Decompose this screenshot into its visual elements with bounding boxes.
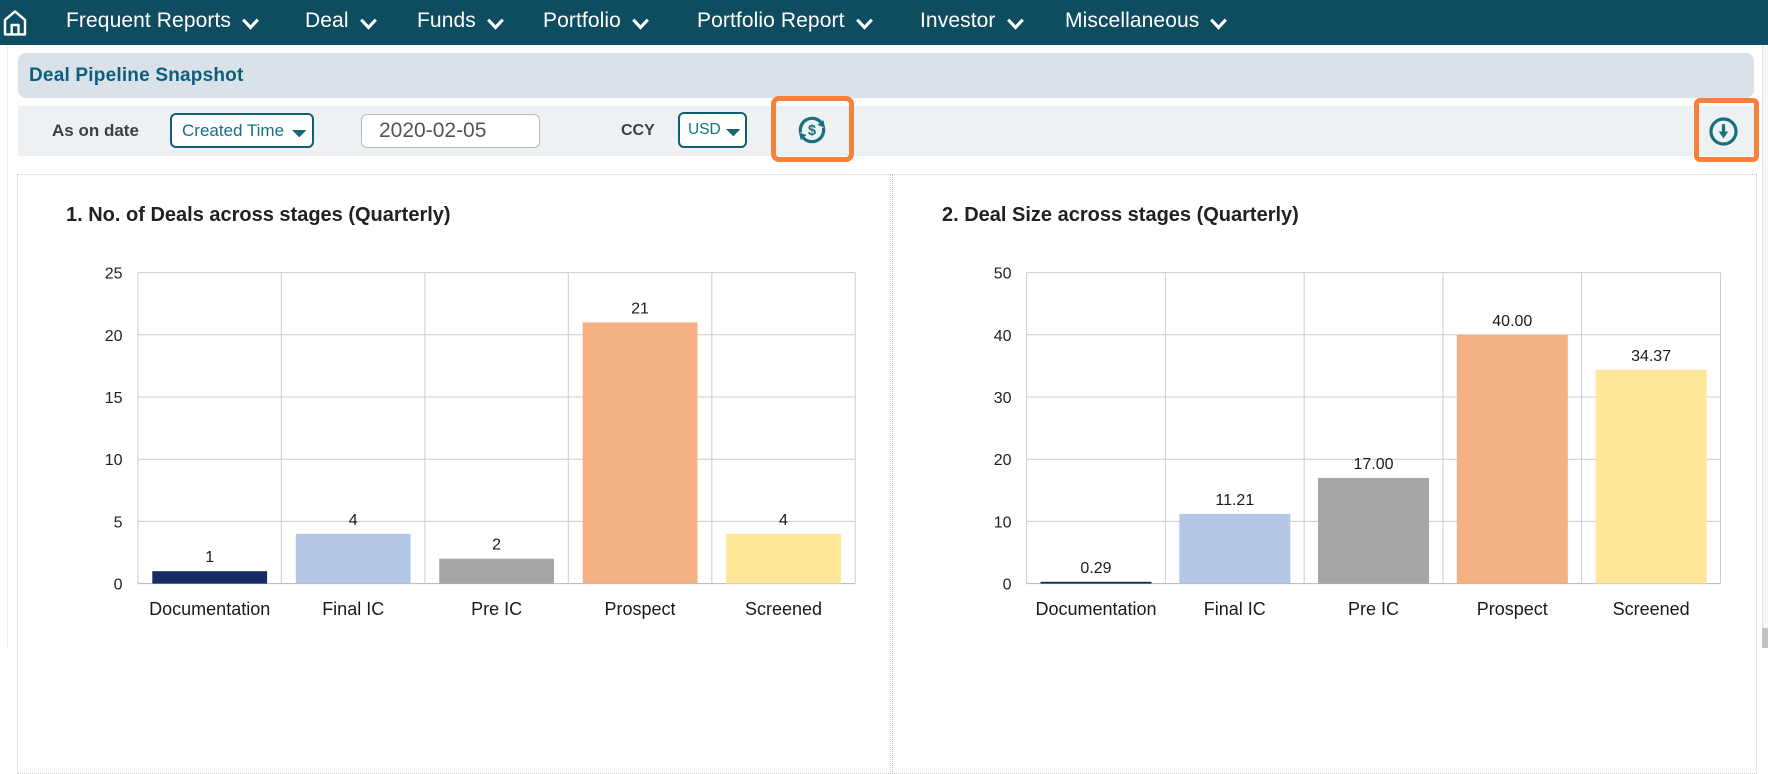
svg-text:34.37: 34.37 (1631, 348, 1671, 365)
svg-text:21: 21 (631, 300, 649, 317)
svg-text:Prospect: Prospect (1477, 599, 1548, 619)
svg-text:11.21: 11.21 (1215, 492, 1254, 509)
svg-text:Documentation: Documentation (149, 599, 270, 619)
svg-text:5: 5 (114, 514, 123, 531)
svg-text:17.00: 17.00 (1353, 456, 1393, 473)
svg-text:25: 25 (105, 266, 123, 283)
svg-text:0: 0 (1003, 577, 1012, 594)
svg-text:1. No. of Deals across stages: 1. No. of Deals across stages (Quarterly… (66, 204, 451, 226)
svg-text:30: 30 (994, 390, 1012, 407)
svg-text:Pre IC: Pre IC (471, 599, 522, 619)
svg-text:Pre IC: Pre IC (1348, 599, 1399, 619)
svg-text:40: 40 (994, 328, 1012, 345)
svg-text:Final IC: Final IC (1204, 599, 1266, 619)
svg-text:4: 4 (349, 512, 358, 529)
svg-text:0.29: 0.29 (1080, 560, 1111, 577)
svg-text:4: 4 (779, 512, 788, 529)
svg-text:1: 1 (205, 549, 214, 566)
svg-text:$: $ (808, 123, 816, 139)
svg-text:Prospect: Prospect (604, 599, 675, 619)
svg-text:Documentation: Documentation (1035, 599, 1156, 619)
svg-text:10: 10 (105, 452, 123, 469)
svg-text:Screened: Screened (1613, 599, 1690, 619)
svg-text:20: 20 (105, 328, 123, 345)
svg-text:Final IC: Final IC (322, 599, 384, 619)
svg-text:10: 10 (994, 514, 1012, 531)
svg-text:2: 2 (492, 537, 501, 554)
svg-text:2. Deal Size across stages (Qu: 2. Deal Size across stages (Quarterly) (942, 204, 1299, 226)
svg-text:50: 50 (994, 266, 1012, 283)
svg-text:Screened: Screened (745, 599, 822, 619)
svg-text:0: 0 (114, 577, 123, 594)
svg-text:15: 15 (105, 390, 123, 407)
svg-text:20: 20 (994, 452, 1012, 469)
svg-text:40.00: 40.00 (1492, 313, 1532, 330)
